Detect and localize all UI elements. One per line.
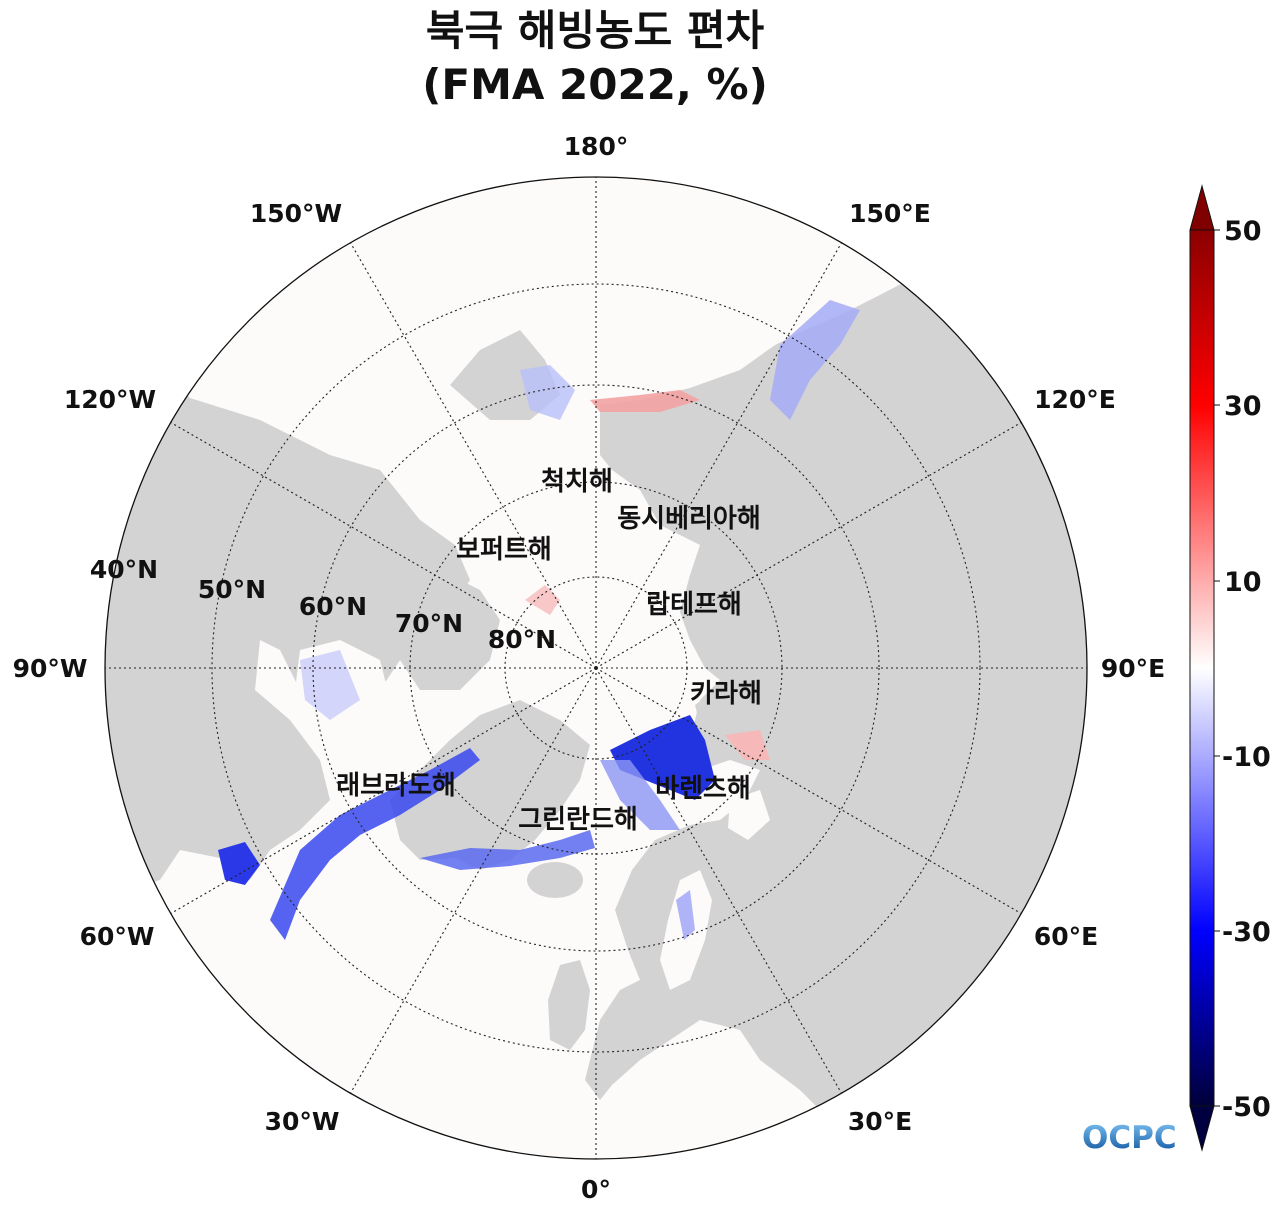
colorbar-label-neg10: -10	[1222, 742, 1271, 773]
colorbar-gradient	[1189, 229, 1215, 1107]
novaya-zemlya	[695, 690, 730, 745]
sea-label-barents: 바렌츠해	[655, 774, 751, 804]
lon-label-120e: 120°E	[1034, 385, 1116, 414]
lon-label-150e: 150°E	[849, 199, 931, 228]
anomaly-greenland-sea	[420, 830, 595, 870]
lat-circle-60	[312, 384, 880, 952]
sea-label-kara: 카라해	[690, 679, 762, 709]
sea-label-beaufort: 보퍼트해	[456, 535, 552, 565]
lat-label-40n: 40°N	[90, 555, 158, 584]
colorbar-label-50: 50	[1224, 216, 1262, 247]
lon-label-60w: 60°W	[80, 922, 155, 951]
sea-label-labrador: 래브라도해	[336, 771, 456, 801]
sea-labels: 척치해 동시베리아해 보퍼트해 랍테프해 카라해 바렌츠해 래브라도해 그린란드…	[336, 467, 762, 835]
anomaly-baltic	[676, 890, 695, 940]
anomaly-okhotsk	[770, 300, 860, 420]
ocpc-logo: OCPC	[1082, 1120, 1177, 1156]
colorbar-min-arrow	[1189, 1105, 1215, 1152]
colorbar-label-30: 30	[1224, 391, 1262, 422]
map-title: 북극 해빙농도 편차 (FMA 2022, %)	[0, 4, 1190, 112]
lon-label-60e: 60°E	[1034, 922, 1098, 951]
lon-label-150w: 150°W	[250, 199, 342, 228]
land-and-anomalies	[105, 270, 1087, 1159]
meridian-lines	[105, 177, 1087, 1159]
anomaly-barents-edge	[600, 760, 680, 830]
lon-label-0: 0°	[581, 1175, 611, 1204]
colorbar-ticks	[1214, 229, 1220, 1107]
lon-label-180: 180°	[564, 132, 629, 161]
lat-label-80n: 80°N	[488, 625, 556, 654]
anomaly-beaufort-pos	[525, 585, 560, 615]
colorbar: 50 30 10 -10 -30 -50	[1189, 184, 1271, 1152]
greenland-land	[390, 700, 590, 870]
title-line-2: (FMA 2022, %)	[422, 60, 768, 109]
lon-label-30w: 30°W	[265, 1107, 340, 1136]
anomaly-gulf-st-lawrence	[218, 842, 260, 885]
colorbar-label-10: 10	[1224, 567, 1262, 598]
lon-label-120w: 120°W	[64, 385, 156, 414]
colorbar-max-arrow	[1189, 184, 1215, 231]
lon-label-90e: 90°E	[1101, 654, 1165, 683]
longitude-labels: 180° 150°E 120°E 90°E 60°E 30°E 0° 30°W …	[13, 132, 1166, 1204]
sea-label-laptev: 랍테프해	[646, 590, 742, 620]
canadian-archipelago	[395, 570, 500, 690]
lat-circle-50	[211, 283, 981, 1053]
colorbar-label-neg30: -30	[1222, 917, 1271, 948]
sea-label-greenland: 그린란드해	[518, 805, 638, 835]
lat-label-70n: 70°N	[395, 609, 463, 638]
lon-label-90w: 90°W	[13, 654, 88, 683]
latitude-labels: 40°N 50°N 60°N 70°N 80°N	[90, 555, 556, 654]
white-sea	[728, 790, 770, 840]
anomaly-barents-kara	[610, 715, 715, 800]
north-america-land	[105, 300, 470, 900]
sea-label-chukchi: 척치해	[541, 467, 613, 497]
anomaly-bering	[520, 365, 575, 420]
map-boundary	[104, 176, 1088, 1160]
lon-label-30e: 30°E	[848, 1107, 912, 1136]
sea-label-east-siberian: 동시베리아해	[617, 504, 761, 534]
lat-label-50n: 50°N	[198, 575, 266, 604]
anomaly-labrador	[270, 748, 480, 940]
iceland-land	[527, 862, 583, 898]
title-line-1: 북극 해빙농도 편차	[425, 6, 765, 55]
anomaly-kara-pos	[725, 730, 770, 760]
lat-label-60n: 60°N	[299, 592, 367, 621]
uk-land	[548, 960, 590, 1050]
colorbar-label-neg50: -50	[1222, 1092, 1271, 1123]
eurasia-land	[585, 270, 1087, 1159]
